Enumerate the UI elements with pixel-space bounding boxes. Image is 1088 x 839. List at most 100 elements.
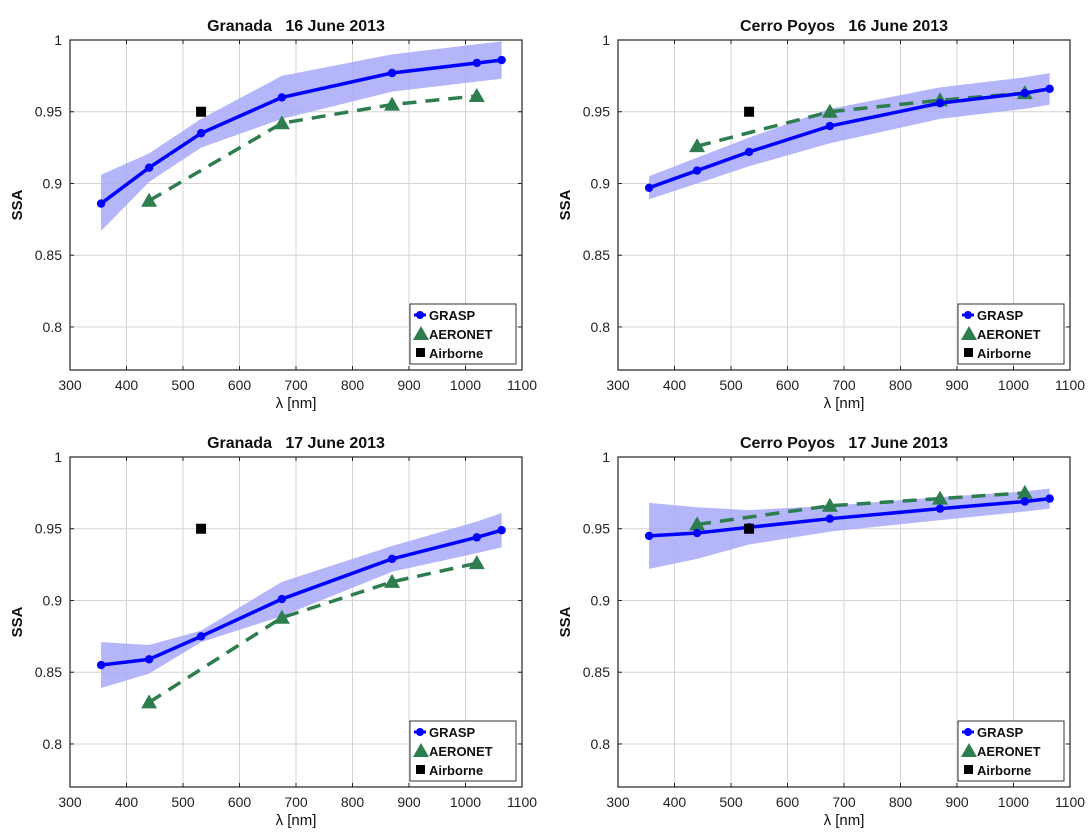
y-tick-label: 1	[54, 32, 62, 48]
grasp-point	[472, 58, 481, 68]
legend-grasp-marker	[964, 728, 972, 736]
legend: GRASP AERONET Airborne	[957, 720, 1065, 782]
legend-box	[957, 303, 1065, 365]
y-tick-label: 1	[602, 449, 610, 465]
y-axis-label: SSA	[557, 189, 574, 220]
x-tick-label: 400	[663, 794, 687, 810]
x-tick-label: 600	[776, 377, 800, 393]
x-tick-label: 900	[945, 377, 969, 393]
legend-label-grasp: GRASP	[429, 308, 476, 323]
x-axis-label: λ [nm]	[276, 395, 317, 412]
legend-airborne-marker	[416, 765, 425, 774]
y-tick-label: 0.85	[583, 247, 610, 263]
x-tick-label: 1100	[507, 377, 537, 393]
legend-aeronet-marker	[961, 326, 977, 340]
grasp-point	[644, 183, 654, 192]
legend: GRASP AERONET Airborne	[957, 303, 1065, 365]
grasp-point	[472, 533, 481, 542]
aeronet-series-line	[696, 491, 1025, 527]
x-tick-label: 1000	[450, 377, 481, 393]
legend-airborne-marker	[416, 348, 425, 357]
x-tick-label: 500	[719, 794, 743, 810]
x-tick-label: 300	[58, 794, 82, 810]
grasp-point	[387, 554, 397, 564]
x-tick-label: 700	[284, 794, 308, 810]
aeronet-point	[273, 609, 290, 624]
grasp-point	[96, 199, 106, 208]
legend-label-airborne: Airborne	[977, 346, 1031, 361]
x-tick-label: 800	[341, 377, 365, 393]
legend-label-aeronet: AERONET	[429, 744, 493, 759]
y-tick-label: 0.8	[591, 736, 611, 752]
x-axis-label: λ [nm]	[824, 395, 865, 412]
y-tick-label: 0.85	[583, 664, 610, 680]
x-tick-label: 1000	[450, 794, 481, 810]
x-tick-label: 300	[606, 794, 630, 810]
aeronet-point	[384, 96, 401, 111]
x-axis-label: λ [nm]	[824, 812, 865, 829]
y-tick-label: 0.9	[43, 175, 63, 191]
chart-title: Granada 17 June 2013	[207, 435, 385, 452]
x-tick-label: 500	[171, 377, 195, 393]
grasp-point	[692, 166, 702, 175]
y-tick-label: 0.95	[583, 521, 610, 537]
grasp-point	[744, 147, 754, 157]
grasp-point	[935, 504, 945, 513]
legend-label-aeronet: AERONET	[429, 327, 493, 342]
y-tick-label: 0.95	[35, 104, 62, 120]
aeronet-point	[821, 497, 838, 512]
y-tick-label: 0.8	[43, 319, 63, 335]
x-tick-label: 500	[171, 794, 195, 810]
legend-grasp-marker	[416, 311, 424, 319]
chart-panel-4: 300 400 500 600 700 800 900 1000 1100 0.8 0.85 0.9 0…	[557, 435, 1085, 829]
y-tick-label: 0.95	[583, 104, 610, 120]
grasp-point	[196, 632, 206, 641]
x-tick-label: 900	[397, 377, 421, 393]
aeronet-point	[273, 115, 290, 130]
legend-label-aeronet: AERONET	[977, 327, 1041, 342]
y-tick-label: 1	[602, 32, 610, 48]
y-axis-label: SSA	[9, 606, 26, 637]
x-axis-label: λ [nm]	[276, 812, 317, 829]
grasp-point	[497, 55, 506, 65]
legend-box	[957, 720, 1065, 782]
legend-grasp-marker	[416, 728, 424, 736]
y-tick-label: 0.8	[591, 319, 611, 335]
legend-label-grasp: GRASP	[429, 725, 476, 740]
aeronet-point	[821, 103, 838, 118]
chart-title: Cerro Poyos 16 June 2013	[740, 18, 948, 35]
legend-label-airborne: Airborne	[977, 763, 1031, 778]
grasp-point	[277, 93, 287, 102]
x-tick-label: 600	[228, 794, 252, 810]
legend-box	[409, 720, 517, 782]
y-tick-label: 0.85	[35, 247, 62, 263]
x-tick-label: 900	[945, 794, 969, 810]
x-tick-label: 1100	[1055, 794, 1085, 810]
grasp-point	[196, 129, 206, 138]
x-tick-label: 1100	[1055, 377, 1085, 393]
airborne-point	[744, 523, 755, 534]
x-tick-label: 900	[397, 794, 421, 810]
grasp-uncertainty-band	[101, 41, 502, 231]
aeronet-point	[689, 516, 706, 531]
x-tick-label: 800	[889, 794, 913, 810]
legend-aeronet-marker	[961, 743, 977, 757]
x-tick-label: 400	[115, 794, 139, 810]
x-tick-label: 700	[832, 794, 856, 810]
grasp-point	[825, 514, 835, 523]
aeronet-point	[689, 138, 706, 153]
chart-title: Granada 16 June 2013	[207, 18, 385, 35]
grasp-point	[1020, 88, 1029, 98]
chart-panel-2: 300 400 500 600 700 800 900 1000 1100 0.8 0.85 0.9 0…	[557, 18, 1085, 412]
grasp-point	[692, 528, 702, 538]
grasp-point	[644, 531, 654, 541]
legend-label-airborne: Airborne	[429, 763, 483, 778]
x-tick-label: 600	[776, 794, 800, 810]
legend: GRASP AERONET Airborne	[409, 720, 517, 782]
chart-title: Cerro Poyos 17 June 2013	[740, 435, 948, 452]
x-tick-label: 300	[606, 377, 630, 393]
aeronet-point	[1016, 484, 1033, 499]
chart-panel-1: 300 400 500 600 700 800 900 1000 1100 0.8 0.85 0.9 0…	[9, 18, 537, 412]
y-axis-label: SSA	[9, 189, 26, 220]
